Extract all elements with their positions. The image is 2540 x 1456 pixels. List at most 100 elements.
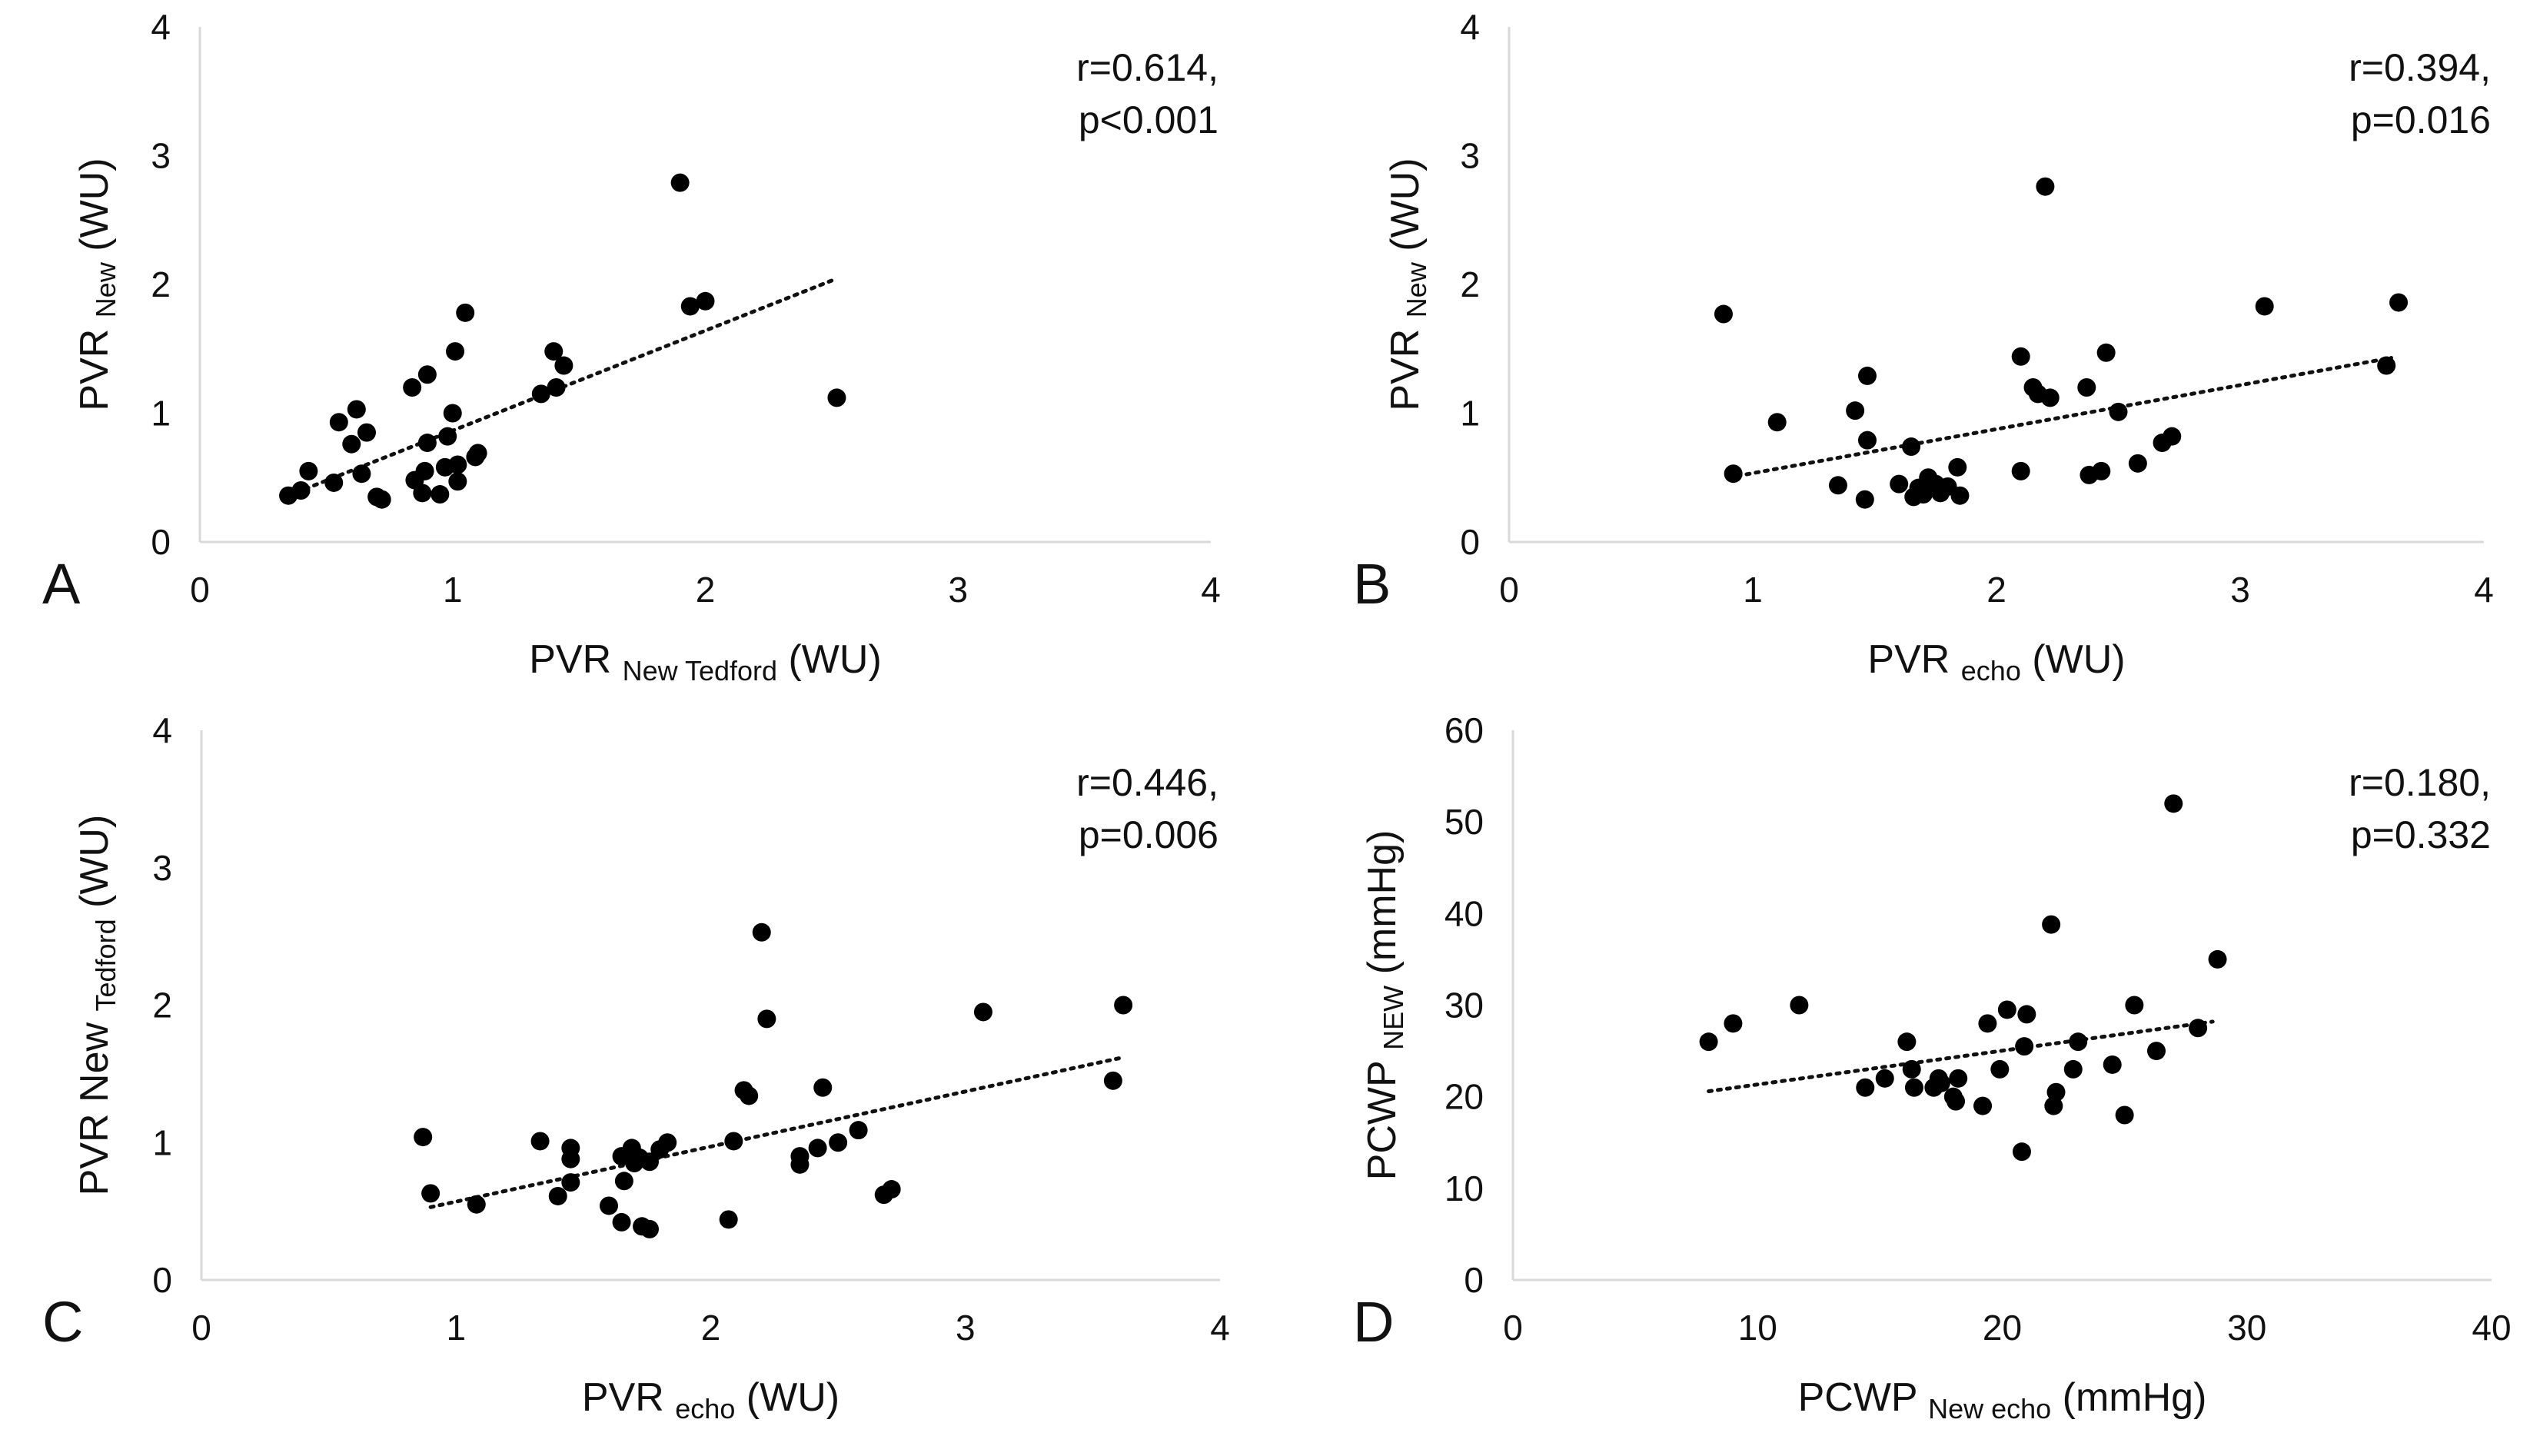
data-point <box>1790 996 1809 1015</box>
data-point <box>1714 304 1733 324</box>
data-point <box>531 384 550 404</box>
panel-letter: D <box>1353 1290 1394 1354</box>
data-point <box>1904 1078 1923 1097</box>
x-tick-label: 3 <box>956 1308 976 1348</box>
data-point <box>790 1147 810 1166</box>
y-tick-label: 0 <box>1460 522 1480 562</box>
y-tick-label: 0 <box>152 1260 172 1300</box>
y-tick-label: 30 <box>1445 986 1484 1026</box>
data-point <box>329 413 348 432</box>
trendline <box>428 1055 1125 1209</box>
x-axis-label: PVR echo (WU) <box>582 1375 839 1424</box>
data-point <box>414 1128 433 1147</box>
data-point <box>438 427 457 446</box>
x-tick-label: 10 <box>1738 1308 1777 1348</box>
data-point <box>1948 457 1967 477</box>
data-point <box>1828 476 1847 495</box>
data-point <box>2046 1082 2066 1102</box>
y-tick-label: 50 <box>1445 802 1484 842</box>
data-point <box>299 461 318 480</box>
data-point <box>446 342 465 361</box>
data-point <box>417 365 437 384</box>
stat-annotation-line: r=0.446, <box>1076 761 1218 804</box>
data-point <box>2036 177 2055 196</box>
data-point <box>808 1139 827 1158</box>
y-axis-label-sub: New <box>1401 261 1432 317</box>
data-point <box>2146 1042 2166 1061</box>
data-point <box>2096 343 2116 362</box>
y-tick-label: 4 <box>151 7 171 47</box>
data-point <box>1978 1014 1997 1033</box>
y-axis-label-unit: (WU) <box>1383 158 1428 262</box>
x-tick-label: 0 <box>1499 570 1519 610</box>
data-point <box>2069 1032 2088 1052</box>
x-axis-label: PVR New Tedford (WU) <box>529 637 882 686</box>
data-point <box>1902 1059 1921 1079</box>
data-point <box>448 455 467 474</box>
x-axis-label-sub: echo <box>1961 655 2021 686</box>
data-point <box>415 461 434 480</box>
x-tick-label: 1 <box>443 570 463 610</box>
x-axis-label-main: PVR <box>1867 637 1960 682</box>
data-point <box>1724 1014 1743 1033</box>
panel-letter: C <box>42 1290 83 1354</box>
data-point <box>291 481 311 500</box>
y-tick-label: 2 <box>1460 264 1480 304</box>
data-point <box>640 1219 659 1238</box>
y-tick-label: 3 <box>151 136 171 176</box>
y-tick-label: 3 <box>152 848 172 888</box>
x-axis-label: PCWP New echo (mmHg) <box>1798 1375 2207 1424</box>
y-axis-label: PVR New Tedford (WU) <box>72 815 121 1196</box>
data-point <box>1913 485 1933 504</box>
data-point <box>2042 915 2061 934</box>
x-axis-label-unit: (WU) <box>2021 637 2126 682</box>
x-axis-label-unit: (WU) <box>777 637 882 682</box>
data-point <box>813 1078 833 1097</box>
data-point <box>1890 474 1909 494</box>
y-tick-label: 2 <box>152 986 172 1026</box>
data-point <box>413 484 432 503</box>
data-point <box>724 1132 743 1151</box>
x-axis-label-main: PVR <box>529 637 622 682</box>
data-point <box>719 1210 738 1229</box>
data-point <box>827 388 846 407</box>
y-tick-label: 1 <box>151 394 171 434</box>
y-axis-label: PVR New (WU) <box>72 158 121 411</box>
x-tick-label: 1 <box>446 1308 466 1348</box>
data-point <box>2255 297 2274 316</box>
x-axis-label: PVR echo (WU) <box>1867 637 2125 686</box>
data-point <box>670 173 690 192</box>
x-axis-label-unit: (WU) <box>735 1375 839 1420</box>
y-tick-label: 10 <box>1445 1168 1484 1208</box>
data-point <box>740 1086 759 1105</box>
data-point <box>757 1009 776 1029</box>
y-axis-label-unit: (mmHg) <box>1360 830 1405 986</box>
stat-annotation-line: r=0.180, <box>2349 761 2491 804</box>
data-point <box>2109 402 2128 421</box>
stat-annotation-line: r=0.394, <box>2349 46 2491 89</box>
panel-letter: B <box>1353 552 1391 616</box>
x-tick-label: 1 <box>1743 570 1763 610</box>
y-tick-label: 4 <box>1460 7 1480 47</box>
y-tick-label: 4 <box>152 710 172 750</box>
data-point <box>342 434 361 454</box>
x-axis-label-sub: New echo <box>1928 1393 2051 1424</box>
x-tick-label: 2 <box>1986 570 2006 610</box>
data-point <box>352 464 371 484</box>
data-point <box>849 1121 868 1140</box>
x-tick-label: 3 <box>948 570 968 610</box>
data-point <box>2044 1096 2063 1115</box>
data-point <box>1875 1069 1894 1088</box>
y-axis-label: PVR New (WU) <box>1383 158 1432 411</box>
data-point <box>829 1133 848 1152</box>
data-point <box>1950 486 1970 505</box>
data-point <box>2011 347 2030 366</box>
data-point <box>1846 401 1865 421</box>
stat-annotation-line: r=0.614, <box>1076 46 1218 89</box>
y-axis-label-sub: NEW <box>1378 986 1409 1050</box>
data-point <box>2103 1055 2122 1074</box>
x-axis-label-main: PCWP <box>1798 1375 1929 1420</box>
x-tick-label: 0 <box>1503 1308 1523 1348</box>
